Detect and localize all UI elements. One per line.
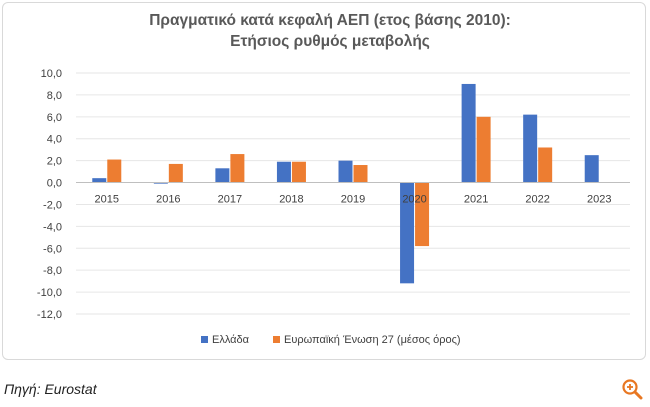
chart-title-line-1: Πραγματικό κατά κεφαλή ΑΕΠ (ετος βάσης 2… [149, 12, 511, 29]
y-tick-label: 4,0 [47, 134, 62, 146]
bar-greece-2023 [584, 155, 599, 183]
y-tick-label: 8,0 [47, 90, 62, 102]
bar-greece-2015 [92, 178, 107, 183]
chart-title-line-2: Ετήσιος ρυθμός μεταβολής [230, 33, 430, 50]
bar-greece-2020 [400, 182, 415, 284]
legend-swatch-greece [201, 336, 208, 343]
bar-eu27-2016 [168, 163, 183, 183]
x-tick-label: 2020 [402, 194, 426, 206]
bar-eu27-2022 [538, 147, 553, 183]
y-tick-label: 0,0 [47, 178, 62, 190]
x-tick-label: 2023 [587, 194, 611, 206]
x-tick-label: 2017 [218, 194, 242, 206]
bar-eu27-2015 [107, 159, 122, 183]
y-axis-ticks: 10,0 8,0 6,0 4,0 2,0 0,0 -2,0 -4,0 -6,0 -8,0 -10,0… [37, 68, 62, 321]
legend-label-greece: Ελλάδα [212, 334, 250, 346]
bar-greece-2019 [338, 160, 353, 183]
bar-eu27-2021 [476, 116, 491, 183]
x-tick-label: 2016 [156, 194, 180, 206]
bar-greece-2016 [153, 182, 168, 184]
y-tick-label: -12,0 [37, 309, 62, 321]
y-tick-label: -10,0 [37, 287, 62, 299]
y-tick-label: -4,0 [43, 221, 62, 233]
x-tick-label: 2015 [95, 194, 119, 206]
bar-chart: Πραγματικό κατά κεφαλή ΑΕΠ (ετος βάσης 2… [37, 12, 630, 346]
bar-eu27-2018 [291, 161, 306, 183]
zoom-in-icon[interactable] [620, 377, 644, 401]
y-tick-label: 2,0 [47, 156, 62, 168]
x-tick-label: 2022 [525, 194, 549, 206]
gridlines [76, 72, 630, 315]
bar-eu27-2020 [415, 182, 430, 247]
legend-swatch-eu27 [273, 336, 280, 343]
bar-eu27-2017 [230, 154, 245, 183]
bars [92, 83, 599, 284]
bar-greece-2021 [461, 83, 476, 183]
bar-greece-2022 [523, 114, 538, 183]
bar-eu27-2019 [353, 165, 368, 183]
y-tick-label: -8,0 [43, 265, 62, 277]
bar-greece-2017 [215, 168, 230, 183]
x-tick-label: 2019 [341, 194, 365, 206]
bar-greece-2018 [276, 161, 291, 183]
legend: Ελλάδα Ευρωπαϊκή Ένωση 27 (μέσος όρος) [201, 334, 461, 346]
y-tick-label: -2,0 [43, 199, 62, 211]
x-tick-label: 2021 [464, 194, 488, 206]
x-tick-label: 2018 [279, 194, 303, 206]
source-note: Πηγή: Eurostat [4, 381, 97, 397]
legend-label-eu27: Ευρωπαϊκή Ένωση 27 (μέσος όρος) [284, 334, 461, 346]
y-tick-label: 6,0 [47, 112, 62, 124]
y-tick-label: -6,0 [43, 243, 62, 255]
y-tick-label: 10,0 [41, 68, 62, 80]
x-axis-ticks: 2015 2016 2017 2018 2019 2020 2021 2022 2023 [95, 194, 612, 206]
